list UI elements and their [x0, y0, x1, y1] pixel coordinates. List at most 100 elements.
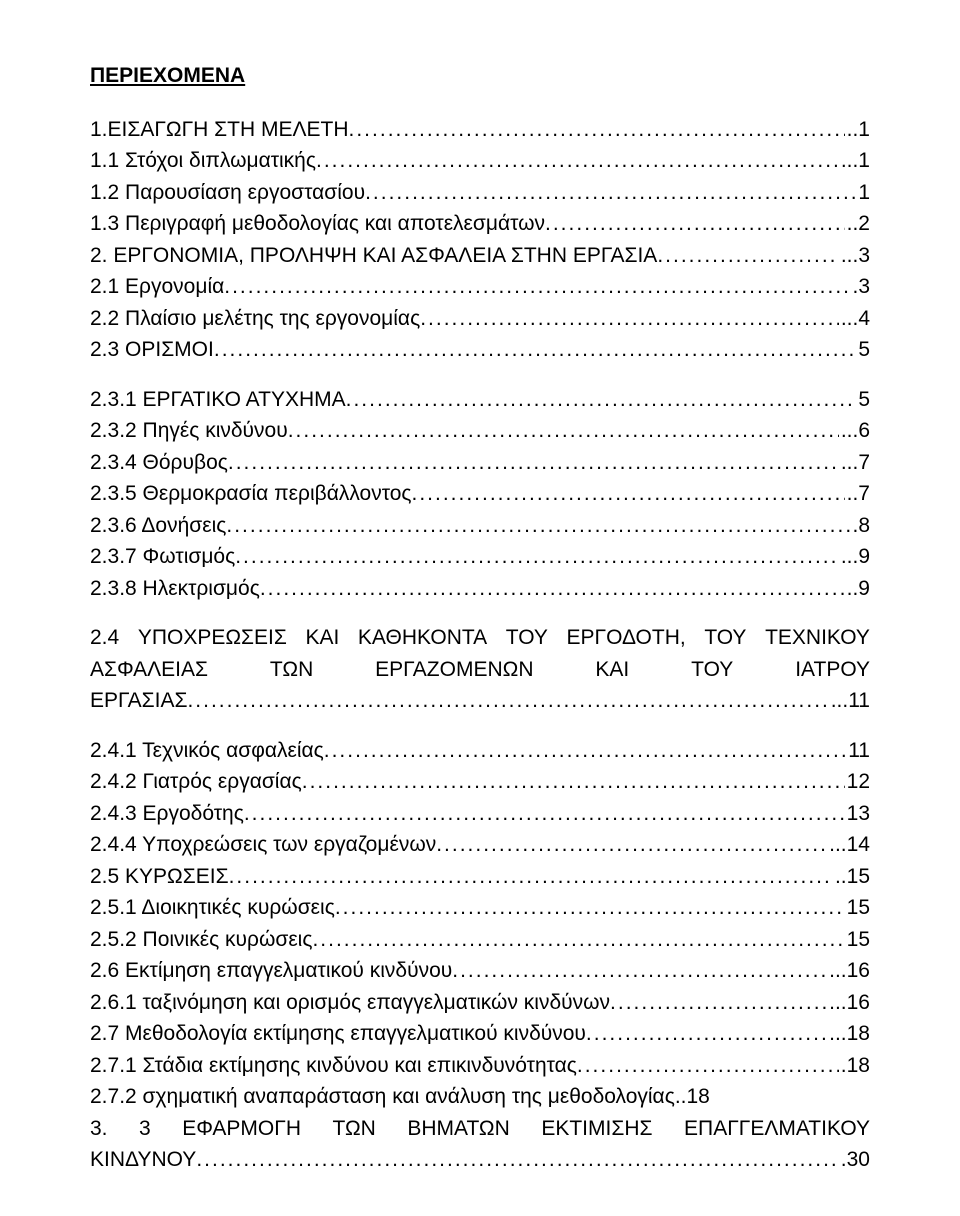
toc-entry: 2.3 ΟΡΙΣΜΟΙ5 [90, 334, 870, 366]
toc-page-number: ..1 [845, 145, 870, 177]
page-title: ΠΕΡΙΕΧΟΜΕΝΑ [90, 60, 870, 92]
toc-leader [335, 892, 845, 924]
toc-page-number: ...7 [839, 447, 870, 479]
toc-label: 2.5 ΚΥΡΩΣΕΙΣ [90, 861, 229, 893]
toc-entry: 2.5.1 Διοικητικές κυρώσεις 15 [90, 892, 870, 924]
toc-leader [312, 924, 844, 956]
toc-label: 2.1 Εργονομία [90, 271, 224, 303]
toc-leader [228, 447, 839, 479]
toc-entry: 2.3.2 Πηγές κινδύνου...6 [90, 415, 870, 447]
toc-label: 2.5.2 Ποινικές κυρώσεις [90, 924, 312, 956]
blank-line [90, 717, 870, 735]
toc-leader [365, 177, 856, 209]
toc-page-number: 1 [856, 177, 870, 209]
toc-entry: 1.2 Παρουσίαση εργοστασίου 1 [90, 177, 870, 209]
toc-label: 2.6 Εκτίμηση επαγγελματικού κινδύνου [90, 955, 452, 987]
toc-leader [420, 303, 839, 335]
toc-leader [229, 861, 833, 893]
toc-leader [302, 766, 845, 798]
toc-word: ΒΗΜΑΤΩΝ [407, 1113, 509, 1145]
toc-page-number: ...9 [839, 541, 870, 573]
toc-word: ΤΟΥ [691, 654, 733, 686]
toc-leader [657, 240, 839, 272]
blank-line [90, 366, 870, 384]
toc-entry: ΚΙΝΔΥΝΟΥ .30 [90, 1144, 870, 1176]
toc-leader [214, 334, 856, 366]
toc-word: ΕΠΑΓΓΕΛΜΑΤΙΚΟΥ [684, 1113, 870, 1145]
toc-label: 2.3.7 Φωτισμός [90, 541, 235, 573]
toc-entry: 2.1 Εργονομία .3 [90, 271, 870, 303]
toc-page-number: ...18 [827, 1018, 870, 1050]
toc-word: ΕΦΑΡΜΟΓΗ [182, 1113, 301, 1145]
toc-leader [226, 510, 850, 542]
toc-leader [235, 541, 839, 573]
toc-label: ΚΙΝΔΥΝΟΥ [90, 1144, 196, 1176]
toc-leader [436, 829, 827, 861]
toc-word: 3. [90, 1113, 108, 1145]
toc-label: 2.3.6 Δονήσεις [90, 510, 226, 542]
toc-page-number: ...16 [827, 955, 870, 987]
toc-word: 2.4 [90, 622, 119, 654]
toc-entry: 2.4.2 Γιατρός εργασίας12 [90, 766, 870, 798]
toc-label: 1.1 Στόχοι διπλωματικής [90, 145, 316, 177]
toc-leader [224, 271, 850, 303]
toc-entry: 2.7.1 Στάδια εκτίμησης κινδύνου και επικ… [90, 1050, 870, 1082]
toc-word: ΕΡΓΑΖΟΜΕΝΩΝ [375, 654, 533, 686]
toc-label: 2.3.4 Θόρυβος [90, 447, 228, 479]
toc-entry: 2.7 Μεθοδολογία εκτίμησης επαγγελματικού… [90, 1018, 870, 1050]
toc-word: ΙΑΤΡΟΥ [795, 654, 870, 686]
toc-page-number: .30 [839, 1144, 870, 1176]
toc-page-number: 11 [846, 735, 870, 767]
toc-leader [260, 573, 845, 605]
toc-entry: 2.4.3 Εργοδότης13 [90, 798, 870, 830]
toc-label: 2.6.1 ταξινόμηση και ορισμός επαγγελματι… [90, 987, 610, 1019]
toc-entry: 2.5.2 Ποινικές κυρώσεις15 [90, 924, 870, 956]
toc-label: 1.ΕΙΣΑΓΩΓΗ ΣΤΗ ΜΕΛΕΤΗ [90, 114, 349, 146]
toc-leader [586, 1018, 827, 1050]
toc-word: ΤΕΧΝΙΚΟΥ [765, 622, 870, 654]
toc-label: ΕΡΓΑΣΙΑΣ [90, 685, 187, 717]
toc-label: 2.2 Πλαίσιο μελέτης της εργονομίας [90, 303, 420, 335]
toc-leader [577, 1050, 839, 1082]
toc-list: 1.ΕΙΣΑΓΩΓΗ ΣΤΗ ΜΕΛΕΤΗ ..1 1.1 Στόχοι διπλω… [90, 114, 870, 1176]
toc-page-number: ...16 [827, 987, 870, 1019]
toc-label: 2.5.1 Διοικητικές κυρώσεις [90, 892, 335, 924]
toc-page-number: 5 [856, 384, 870, 416]
toc-leader [288, 415, 839, 447]
toc-leader [244, 798, 845, 830]
toc-page-number: ...6 [839, 415, 870, 447]
toc-leader [324, 735, 846, 767]
toc-page-number: ...3 [839, 240, 870, 272]
toc-entry: 2.6.1 ταξινόμηση και ορισμός επαγγελματι… [90, 987, 870, 1019]
toc-page-number: ..1 [845, 114, 870, 146]
toc-word: ΕΚΤΙΜΙΣΗΣ [541, 1113, 652, 1145]
toc-word: ΤΩΝ [270, 654, 313, 686]
toc-page-number: ..15 [833, 861, 870, 893]
toc-leader [452, 955, 827, 987]
toc-word: ΤΟΥ [704, 622, 746, 654]
toc-page-number: .3 [850, 271, 870, 303]
toc-label: 1.3 Περιγραφή μεθοδολογίας και αποτελεσμ… [90, 208, 545, 240]
toc-entry: 1.ΕΙΣΑΓΩΓΗ ΣΤΗ ΜΕΛΕΤΗ ..1 [90, 114, 870, 146]
toc-entry: 2.3.1 ΕΡΓΑΤΙΚΟ ΑΤΥΧΗΜΑ 5 [90, 384, 870, 416]
toc-label: 1.2 Παρουσίαση εργοστασίου [90, 177, 365, 209]
toc-leader [545, 208, 845, 240]
toc-label: 2.3.1 ΕΡΓΑΤΙΚΟ ΑΤΥΧΗΜΑ [90, 384, 346, 416]
toc-entry: 2.3.4 Θόρυβος ...7 [90, 447, 870, 479]
toc-label: 2.7 Μεθοδολογία εκτίμησης επαγγελματικού… [90, 1018, 586, 1050]
toc-leader [412, 478, 845, 510]
toc-label: 2.3.5 Θερμοκρασία περιβάλλοντος [90, 478, 412, 510]
toc-label: 2.4.1 Τεχνικός ασφαλείας [90, 735, 324, 767]
toc-page-number: ...11 [829, 685, 870, 717]
toc-entry: 2.4.4 Υποχρεώσεις των εργαζομένων...14 [90, 829, 870, 861]
toc-word: 3 [139, 1113, 151, 1145]
toc-entry: 2.3.8 Ηλεκτρισμός..9 [90, 573, 870, 605]
toc-word: ΚΑΙ [305, 622, 339, 654]
toc-page-number: ...14 [827, 829, 870, 861]
toc-page: ΠΕΡΙΕΧΟΜΕΝΑ 1.ΕΙΣΑΓΩΓΗ ΣΤΗ ΜΕΛΕΤΗ ..1 1.1 … [0, 0, 960, 1216]
toc-leader [316, 145, 845, 177]
toc-page-number: ...4 [839, 303, 870, 335]
toc-page-number: 15 [845, 892, 870, 924]
toc-leader [610, 987, 827, 1019]
toc-leader [196, 1144, 838, 1176]
